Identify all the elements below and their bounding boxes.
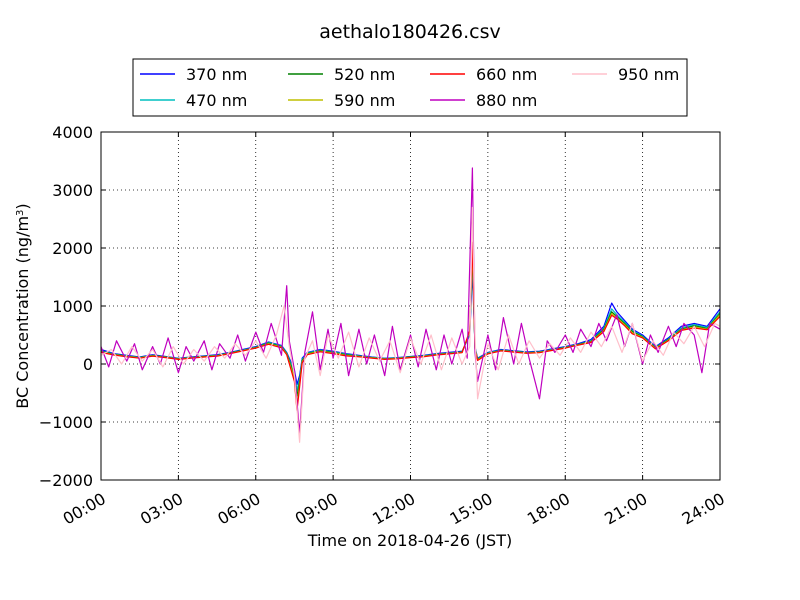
legend-label: 660 nm: [476, 65, 537, 84]
chart-title: aethalo180426.csv: [319, 21, 501, 43]
legend-label: 590 nm: [334, 91, 395, 110]
y-tick-label: 4000: [52, 123, 93, 142]
axis-ticks: [100, 131, 721, 481]
y-tick-label: 3000: [52, 181, 93, 200]
plot-area-series: [100, 167, 721, 443]
legend-label: 950 nm: [618, 65, 679, 84]
y-axis-label-superscript: 3: [15, 210, 26, 216]
y-tick-label: 0: [83, 355, 93, 374]
y-axis-label-main: BC Concentration (ng/m: [13, 216, 32, 409]
legend-label: 470 nm: [186, 91, 247, 110]
y-tick-label: −2000: [39, 471, 93, 490]
legend: 370 nm 470 nm 520 nm 590 nm 660 nm 880 nm 950 …: [132, 58, 688, 117]
y-tick-label: 2000: [52, 239, 93, 258]
legend-frame: [132, 58, 688, 117]
series-line-880-nm: [100, 167, 721, 435]
x-axis-label: Time on 2018-04-26 (JST): [307, 531, 512, 550]
y-tick-label: 1000: [52, 297, 93, 316]
legend-label: 880 nm: [476, 91, 537, 110]
series-line-660-nm: [100, 241, 721, 411]
y-axis-label: BC Concentration (ng/m3): [13, 203, 32, 408]
y-axis-label-close: ): [13, 203, 32, 209]
series-line-950-nm: [100, 206, 721, 443]
legend-label: 370 nm: [186, 65, 247, 84]
legend-label: 520 nm: [334, 65, 395, 84]
y-tick-label: −1000: [39, 413, 93, 432]
y-tick-labels: 4000 3000 2000 1000 0 −1000 −2000: [39, 123, 93, 490]
